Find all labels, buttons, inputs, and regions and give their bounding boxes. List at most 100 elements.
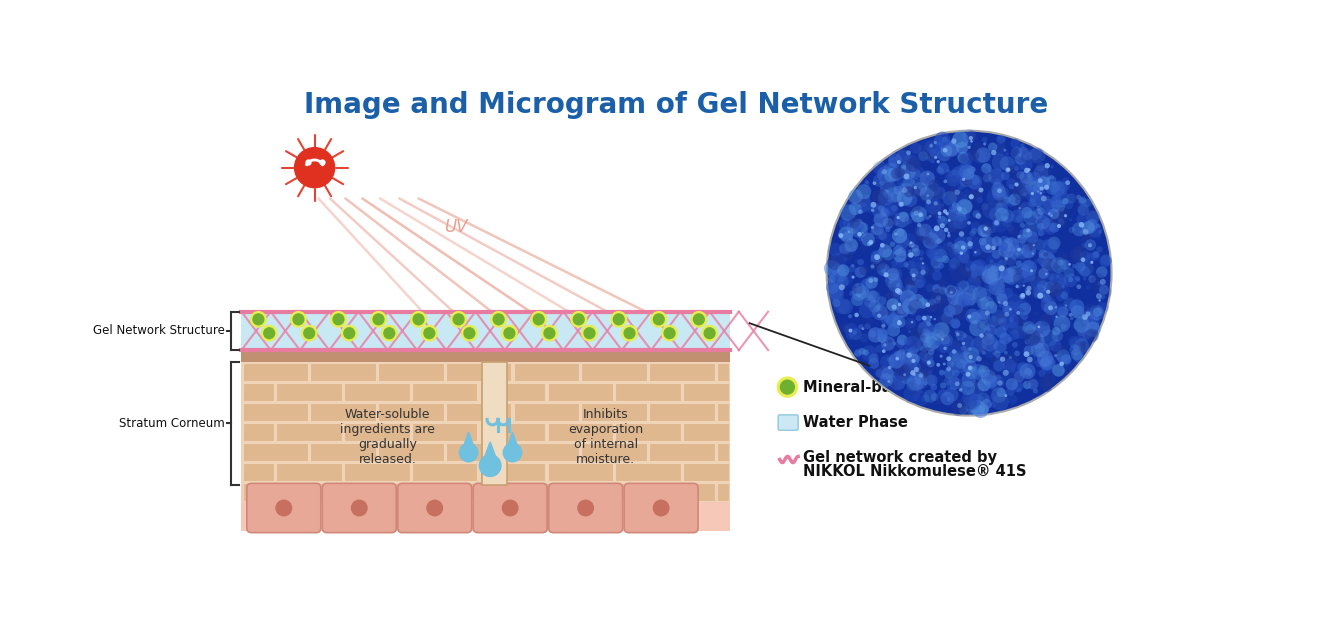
Circle shape xyxy=(945,212,949,216)
Circle shape xyxy=(828,284,843,300)
Circle shape xyxy=(1057,252,1068,262)
Circle shape xyxy=(896,150,911,164)
Circle shape xyxy=(997,135,1006,144)
Circle shape xyxy=(929,228,945,244)
Circle shape xyxy=(892,342,896,346)
Circle shape xyxy=(966,400,981,415)
Circle shape xyxy=(1045,209,1053,217)
Circle shape xyxy=(453,314,465,324)
Circle shape xyxy=(989,226,995,233)
Circle shape xyxy=(1044,301,1057,315)
Circle shape xyxy=(1055,284,1061,291)
Circle shape xyxy=(983,173,991,182)
Circle shape xyxy=(842,239,853,249)
Circle shape xyxy=(899,183,913,196)
Circle shape xyxy=(479,455,502,476)
Circle shape xyxy=(1030,269,1034,272)
Circle shape xyxy=(384,328,395,339)
Circle shape xyxy=(887,324,900,337)
Circle shape xyxy=(862,327,865,330)
Circle shape xyxy=(855,284,859,287)
Circle shape xyxy=(875,203,880,209)
Circle shape xyxy=(909,268,919,277)
Circle shape xyxy=(1100,294,1105,300)
Circle shape xyxy=(1077,326,1086,336)
Circle shape xyxy=(1101,255,1111,265)
Circle shape xyxy=(972,364,987,380)
Circle shape xyxy=(1035,359,1043,367)
Circle shape xyxy=(927,381,932,387)
Circle shape xyxy=(878,231,887,240)
Circle shape xyxy=(301,326,317,341)
Circle shape xyxy=(895,357,899,360)
Circle shape xyxy=(907,378,920,391)
Circle shape xyxy=(1027,356,1032,362)
Circle shape xyxy=(939,262,944,269)
Circle shape xyxy=(1038,177,1049,189)
Circle shape xyxy=(962,342,965,345)
Circle shape xyxy=(892,228,907,243)
Circle shape xyxy=(978,288,991,301)
Circle shape xyxy=(1051,214,1053,217)
Circle shape xyxy=(933,187,945,199)
Bar xyxy=(378,443,444,461)
Circle shape xyxy=(935,297,941,303)
Circle shape xyxy=(903,262,908,268)
Circle shape xyxy=(909,362,921,372)
Circle shape xyxy=(1001,172,1010,180)
Circle shape xyxy=(1008,321,1015,328)
Circle shape xyxy=(878,333,887,343)
Circle shape xyxy=(970,264,977,271)
Circle shape xyxy=(1093,252,1100,258)
Circle shape xyxy=(1080,230,1084,234)
Circle shape xyxy=(949,286,964,301)
Circle shape xyxy=(624,328,635,339)
Circle shape xyxy=(940,355,942,358)
Circle shape xyxy=(888,157,898,166)
Circle shape xyxy=(989,207,1003,221)
Circle shape xyxy=(948,300,964,315)
Circle shape xyxy=(908,277,919,287)
Circle shape xyxy=(968,236,972,241)
Circle shape xyxy=(902,349,917,365)
Circle shape xyxy=(829,269,834,275)
Circle shape xyxy=(903,233,916,246)
Circle shape xyxy=(925,330,933,339)
Circle shape xyxy=(1047,282,1060,296)
Circle shape xyxy=(1056,316,1057,318)
Circle shape xyxy=(883,316,890,322)
Circle shape xyxy=(1027,285,1031,291)
Circle shape xyxy=(1003,288,1014,298)
Circle shape xyxy=(1015,244,1030,259)
Circle shape xyxy=(952,369,960,377)
Circle shape xyxy=(978,378,990,392)
Circle shape xyxy=(891,191,902,202)
Bar xyxy=(242,485,730,531)
Circle shape xyxy=(857,184,871,199)
Circle shape xyxy=(929,144,933,148)
Circle shape xyxy=(932,271,942,281)
Circle shape xyxy=(845,237,859,252)
Circle shape xyxy=(1005,237,1019,252)
Circle shape xyxy=(1055,283,1069,298)
Circle shape xyxy=(1022,236,1038,251)
Circle shape xyxy=(573,314,583,324)
Circle shape xyxy=(933,266,940,272)
Circle shape xyxy=(854,227,859,232)
Circle shape xyxy=(990,355,999,365)
Circle shape xyxy=(1011,210,1024,223)
Circle shape xyxy=(970,261,985,276)
Circle shape xyxy=(950,282,954,287)
Circle shape xyxy=(862,232,863,234)
Bar xyxy=(310,363,376,381)
Circle shape xyxy=(887,298,899,311)
Circle shape xyxy=(965,267,970,271)
Circle shape xyxy=(276,500,292,516)
Circle shape xyxy=(858,207,865,213)
Circle shape xyxy=(424,328,434,339)
Circle shape xyxy=(878,330,888,340)
Circle shape xyxy=(1059,353,1072,367)
Circle shape xyxy=(964,189,970,195)
Circle shape xyxy=(855,259,859,262)
Circle shape xyxy=(1024,330,1040,346)
